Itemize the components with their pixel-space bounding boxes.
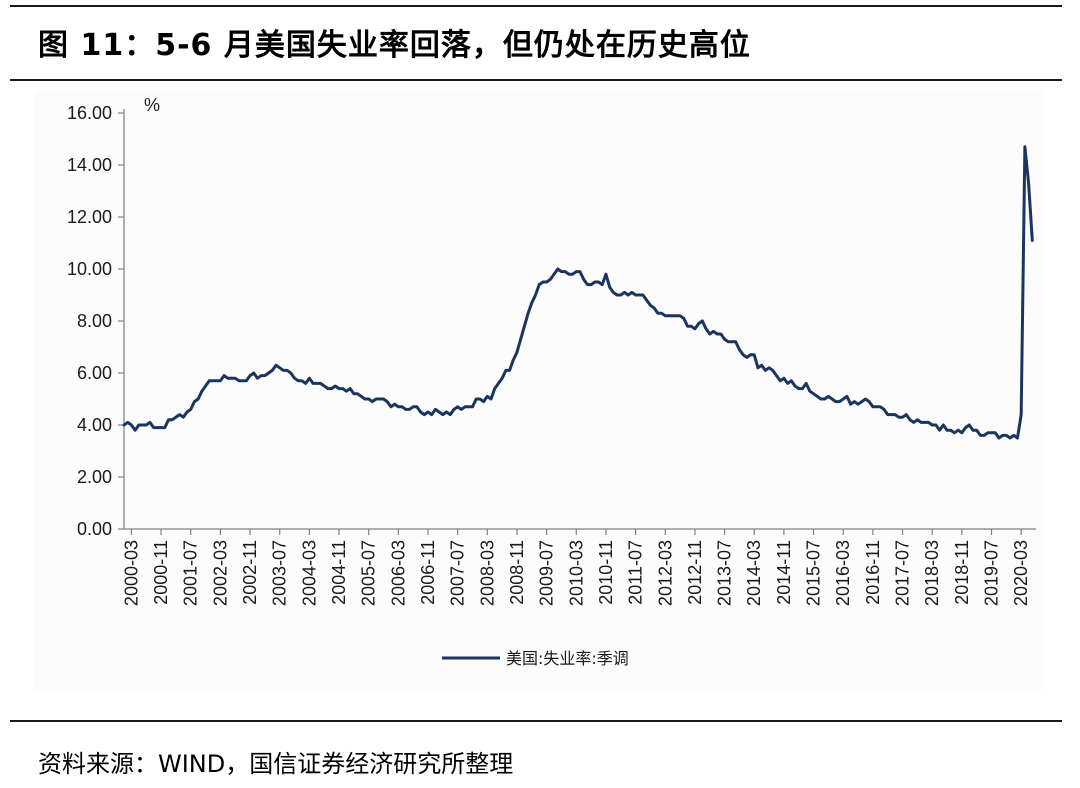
x-tick-label: 2008-03 — [477, 540, 497, 606]
x-tick-label: 2012-11 — [685, 540, 705, 605]
y-tick-label: 4.00 — [77, 415, 112, 435]
y-axis: 0.00 2.00 4.00 6.00 8.00 10.00 12.00 14.00 16.00… — [67, 95, 160, 539]
title-divider — [10, 79, 1062, 81]
y-unit-label: % — [144, 95, 160, 115]
y-tick-label: 12.00 — [67, 207, 112, 227]
footer-divider — [10, 720, 1062, 722]
series-layer — [122, 145, 1034, 440]
y-tick-label: 14.00 — [67, 155, 112, 175]
legend-label: 美国:失业率:季调 — [506, 649, 629, 668]
x-tick-label: 2007-07 — [448, 540, 468, 606]
y-tick-label: 6.00 — [77, 363, 112, 383]
x-tick-label: 2018-11 — [952, 540, 972, 605]
x-tick-label: 2017-07 — [893, 540, 913, 606]
unemployment-line-chart: 0.00 2.00 4.00 6.00 8.00 10.00 12.00 14.00 16.00… — [67, 95, 1036, 668]
x-tick-label: 2001-07 — [181, 540, 201, 606]
x-tick-label: 2000-03 — [121, 540, 141, 606]
x-tick-label: 2010-03 — [566, 540, 586, 606]
x-tick-label: 2006-11 — [418, 540, 438, 605]
x-tick-label: 2003-07 — [270, 540, 290, 606]
source-note: 资料来源：WIND，国信证券经济研究所整理 — [38, 750, 514, 778]
x-tick-label: 2015-07 — [804, 540, 824, 606]
x-tick-label: 2014-11 — [774, 540, 794, 605]
series-line — [122, 145, 1034, 440]
x-tick-label: 2013-07 — [715, 540, 735, 606]
x-tick-label: 2016-03 — [833, 540, 853, 606]
x-tick-label: 2010-11 — [596, 540, 616, 605]
y-tick-label: 0.00 — [77, 519, 112, 539]
x-tick-label: 2014-03 — [744, 540, 764, 606]
x-tick-label: 2016-11 — [863, 540, 883, 605]
x-tick-label: 2008-11 — [507, 540, 527, 605]
x-tick-label: 2004-03 — [299, 540, 319, 606]
x-tick-label: 2005-07 — [359, 540, 379, 606]
top-rule — [10, 5, 1062, 7]
x-tick-label: 2004-11 — [329, 540, 349, 605]
x-tick-label: 2002-03 — [210, 540, 230, 606]
x-tick-label: 2011-07 — [626, 540, 646, 605]
x-axis: 2000-03 2000-11 2001-07 2002-03 2002-11 2003-… — [121, 528, 1036, 606]
x-tick-label: 2020-03 — [1011, 540, 1031, 606]
y-tick-label: 2.00 — [77, 467, 112, 487]
y-tick-label: 16.00 — [67, 103, 112, 123]
x-tick-label: 2012-03 — [655, 540, 675, 606]
x-tick-label: 2019-07 — [982, 540, 1002, 606]
x-tick-label: 2000-11 — [151, 540, 171, 605]
page-title: 图 11：5-6 月美国失业率回落，但仍处在历史高位 — [38, 28, 751, 63]
y-tick-label: 10.00 — [67, 259, 112, 279]
y-tick-label: 8.00 — [77, 311, 112, 331]
x-tick-label: 2006-03 — [388, 540, 408, 606]
chart-area: 0.00 2.00 4.00 6.00 8.00 10.00 12.00 14.00 16.00… — [34, 90, 1044, 690]
x-tick-label: 2018-03 — [922, 540, 942, 606]
x-tick-label: 2002-11 — [240, 540, 260, 605]
x-tick-label: 2009-07 — [537, 540, 557, 606]
legend: 美国:失业率:季调 — [442, 649, 629, 668]
